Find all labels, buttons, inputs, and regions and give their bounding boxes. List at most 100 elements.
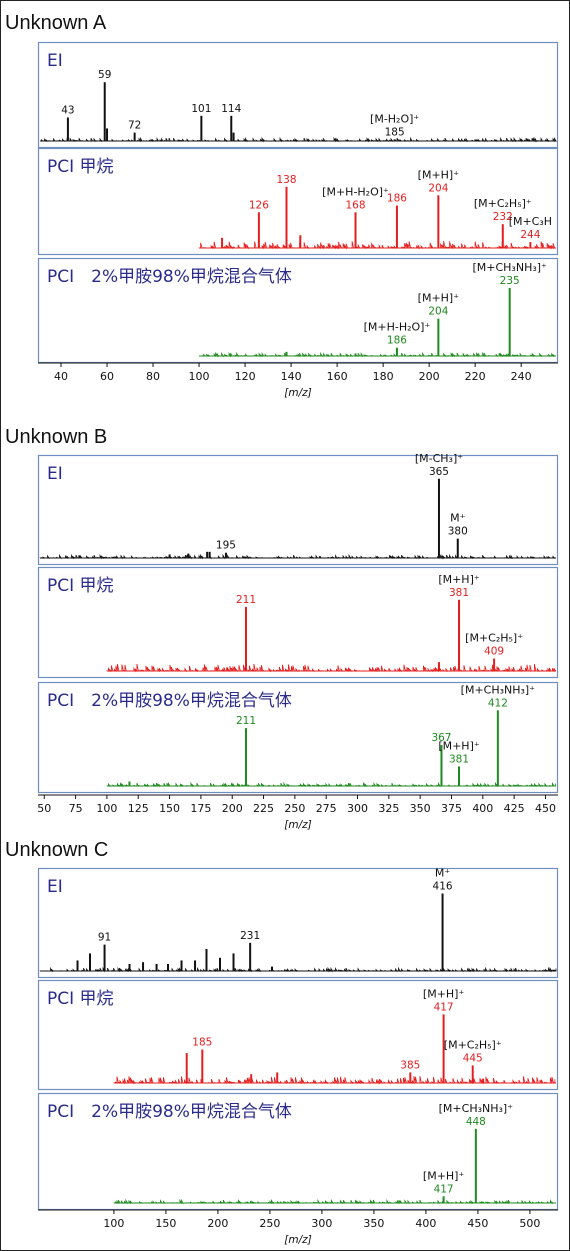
peak-label: 114 [221,103,241,115]
x-tick-label: 425 [504,802,525,815]
peak-label: 232 [493,211,513,223]
peak-label: 59 [98,69,111,81]
peak-label: 204 [428,306,448,318]
peak-label: 448 [466,1116,486,1128]
x-tick-label: 140 [281,370,302,383]
ion-label: [M+H]⁺ [438,739,480,752]
x-tick-label: 275 [316,802,337,815]
x-axis-label: [m/z] [284,387,311,399]
x-tick-label: 225 [253,802,274,815]
ion-label: [M+C₂H₅]⁺ [444,1038,502,1051]
panel-frame [37,566,559,679]
peak-label: 235 [500,275,520,287]
panel-frame [37,147,559,256]
x-axis-label: [m/z] [284,819,311,831]
peak-label: 417 [434,1001,454,1013]
ion-label: [M+C₂H₅]⁺ [465,632,523,645]
x-tick-label: 300 [347,802,368,815]
x-axis: 100 150 200 250 300 350 400 450 500 [m/z] [38,1209,558,1246]
x-tick-label: 100 [189,370,210,383]
ion-label: [M+C₂H₅]⁺ [474,197,532,210]
panel-label: PCI 2%甲胺98%甲烷混合气体 [47,267,292,287]
x-tick-label: 175 [190,802,211,815]
panel-frame [37,681,559,794]
peak-label: 185 [192,1037,212,1049]
peak-label: 195 [216,540,236,552]
ion-label: [M+H]⁺ [418,168,460,181]
x-tick-label: 220 [465,370,486,383]
spectrum-panel: EI 43 59 72 101 114 185[M-H₂O]⁺ [37,41,559,149]
peak-label: 381 [449,753,469,765]
peak-label: 168 [345,199,365,211]
panel-label: PCI 甲烷 [47,989,114,1009]
x-tick-label: 100 [96,802,117,815]
panel-frame [37,1092,559,1211]
ion-label: [M+H]⁺ [438,573,480,586]
panel-frame [37,41,559,149]
x-tick-label: 400 [472,802,493,815]
ion-label: M⁺ [450,512,465,525]
panel-frame [37,979,559,1091]
peak-label: 204 [428,182,448,194]
x-tick-label: 375 [441,802,462,815]
spectrum-panel: PCI 甲烷 185 385 417[M+H]⁺ 445[M+C₂H₅]⁺ [37,979,559,1091]
x-tick-label: 80 [146,370,160,383]
x-tick-label: 200 [222,802,243,815]
x-tick-label: 350 [410,802,431,815]
peak-label: 445 [463,1052,483,1064]
panel-frame [37,454,559,566]
ion-label: [M-H₂O]⁺ [370,112,419,125]
panel-label: PCI 甲烷 [47,157,114,177]
ion-label: [M+CH₃NH₃]⁺ [439,1102,514,1115]
ion-label: [M+H]⁺ [423,1169,465,1182]
peak-label: 385 [400,1059,420,1071]
ion-label: [M+H-H₂O]⁺ [322,185,389,198]
x-tick-label: 250 [284,802,305,815]
peak-label: 138 [276,174,296,186]
x-tick-label: 200 [419,370,440,383]
x-tick-label: 400 [415,1217,436,1230]
ion-label: [M+H-H₂O]⁺ [364,321,431,334]
peak-label: 365 [429,466,449,478]
panel-frame [37,257,559,364]
chart-title: Unknown A [5,12,107,34]
x-tick-label: 50 [37,802,51,815]
peak-label: 409 [484,646,504,658]
x-tick-label: 250 [259,1217,280,1230]
x-tick-label: 450 [467,1217,488,1230]
peak-label: 186 [387,193,407,205]
peak-label: 72 [128,120,141,132]
peak-label: 381 [449,587,469,599]
peak-label: 126 [249,199,269,211]
panel-label: EI [47,877,63,897]
peak-label: 367 [431,732,451,744]
peak-label: 417 [434,1183,454,1195]
x-tick-label: 40 [54,370,68,383]
panel-label: PCI 2%甲胺98%甲烷混合气体 [47,691,292,711]
panel-label: EI [47,51,63,71]
peak-label: 211 [236,715,256,727]
x-tick-label: 100 [103,1217,124,1230]
peak-label: 186 [387,335,407,347]
x-tick-label: 240 [511,370,532,383]
x-tick-label: 450 [535,802,556,815]
spectrum-panel: PCI 甲烷 126 138 168[M+H-H₂O]⁺186 204[M+H]⁺ 232… [37,147,559,256]
x-tick-label: 160 [327,370,348,383]
panel-frame [37,867,559,979]
chart-unknown-a: Unknown A EI 43 59 72 101 114 185[M-H₂O]⁺ PCI 甲烷… [5,12,559,399]
x-tick-label: 300 [311,1217,332,1230]
x-tick-label: 75 [69,802,83,815]
peak-label: 43 [61,104,74,116]
x-axis-label: [m/z] [284,1234,311,1246]
peak-label: 101 [191,103,211,115]
peak-label: 244 [520,229,540,241]
ion-label: [M+H]⁺ [418,292,460,305]
spectrum-panel: PCI 2%甲胺98%甲烷混合气体 417[M+H]⁺ 448[M+CH₃NH₃]⁺ [37,1092,559,1211]
x-axis: 50 75 100 125 150 175 200 225 250 275 300 325 350 375… [37,794,558,831]
spectrum-panel: PCI 2%甲胺98%甲烷混合气体 211 367 381[M+H]⁺ 412[M+CH… [37,681,559,794]
chart-title: Unknown B [5,426,107,448]
